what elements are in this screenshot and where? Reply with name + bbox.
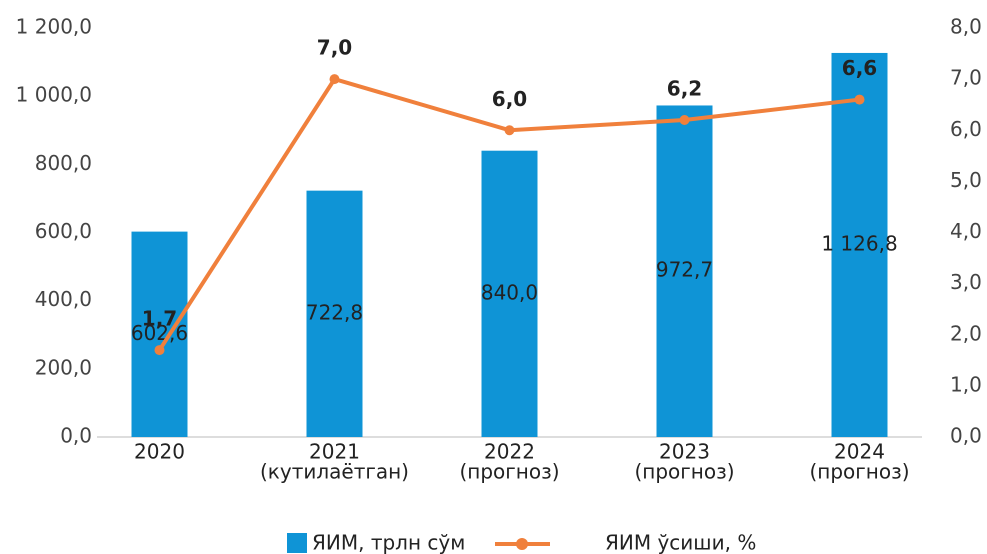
legend-marker xyxy=(516,538,528,550)
y2-tick-label: 7,0 xyxy=(950,66,982,90)
bar xyxy=(656,105,713,437)
y2-tick-label: 4,0 xyxy=(950,219,982,243)
legend-label: ЯИМ ўсиши, % xyxy=(605,531,756,554)
line-value-label: 6,6 xyxy=(842,56,877,80)
legend-swatch xyxy=(287,533,307,553)
bar xyxy=(131,231,188,437)
y2-tick-label: 2,0 xyxy=(950,321,982,345)
bar-value-label: 972,7 xyxy=(656,258,713,282)
y-tick-label: 800,0 xyxy=(35,151,92,175)
line-point xyxy=(679,115,690,126)
x-tick-label: 2022 xyxy=(484,440,535,464)
bar-value-label: 1 126,8 xyxy=(821,231,897,255)
x-tick-label: (прогноз) xyxy=(634,460,734,484)
x-tick-label: (прогноз) xyxy=(809,460,909,484)
y-tick-label: 1 200,0 xyxy=(16,15,92,39)
y2-tick-label: 6,0 xyxy=(950,117,982,141)
x-tick-label: 2020 xyxy=(134,440,185,464)
line-value-label: 6,2 xyxy=(667,77,702,101)
bar-value-label: 840,0 xyxy=(481,280,538,304)
x-tick-label: (кутилаётган) xyxy=(260,460,409,484)
x-tick-label: 2024 xyxy=(834,440,885,464)
line-point xyxy=(854,94,865,105)
bar-value-label: 602,6 xyxy=(131,321,188,345)
line-point xyxy=(329,74,340,85)
bar-value-label: 722,8 xyxy=(306,300,363,324)
x-tick-label: 2023 xyxy=(659,440,710,464)
y-tick-label: 200,0 xyxy=(35,355,92,379)
y2-tick-label: 0,0 xyxy=(950,424,982,448)
x-tick-label: (прогноз) xyxy=(459,460,559,484)
bar xyxy=(831,52,888,437)
line-point xyxy=(504,125,515,136)
y2-tick-label: 8,0 xyxy=(950,15,982,39)
x-tick-label: 2021 xyxy=(309,440,360,464)
line-value-label: 6,0 xyxy=(492,87,527,111)
y-tick-label: 400,0 xyxy=(35,287,92,311)
line-value-label: 7,0 xyxy=(317,36,352,60)
bar xyxy=(481,150,538,437)
y-tick-label: 1 000,0 xyxy=(16,83,92,107)
line-value-label: 1,7 xyxy=(142,307,177,331)
y2-tick-label: 1,0 xyxy=(950,372,982,396)
y2-tick-label: 3,0 xyxy=(950,270,982,294)
bar xyxy=(306,190,363,437)
y-tick-label: 600,0 xyxy=(35,219,92,243)
y-tick-label: 0,0 xyxy=(60,424,92,448)
legend-label: ЯИМ, трлн сўм xyxy=(312,531,465,554)
line-point xyxy=(154,345,165,356)
y2-tick-label: 5,0 xyxy=(950,168,982,192)
